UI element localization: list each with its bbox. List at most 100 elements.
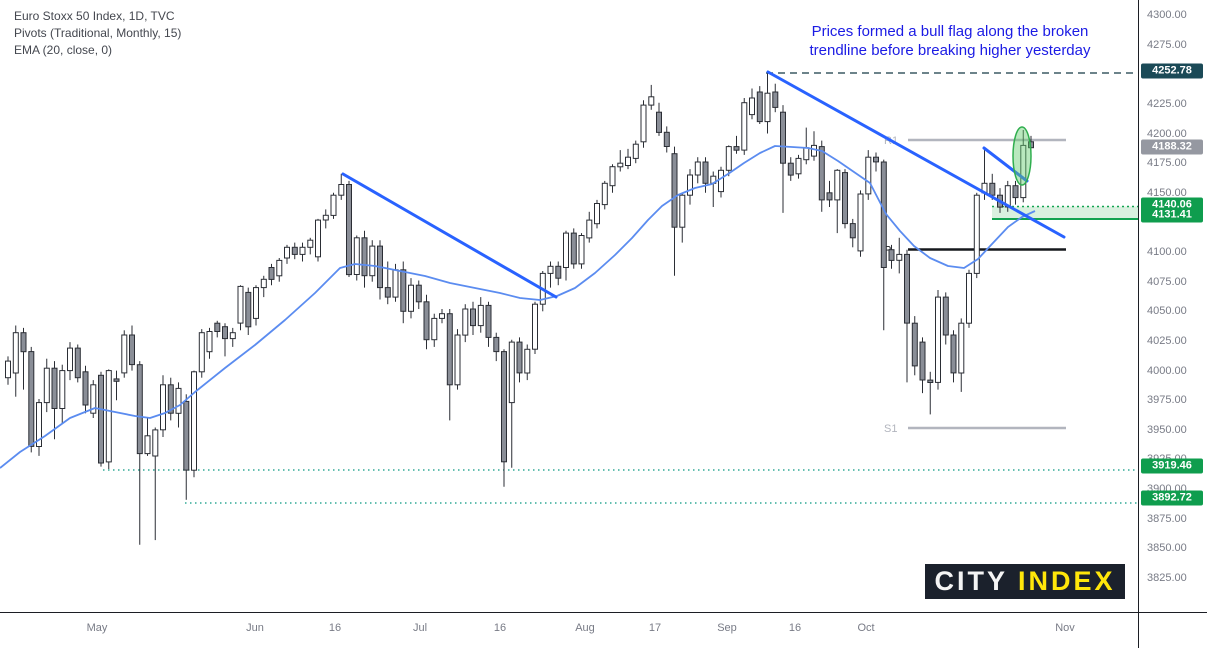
price-tick-label: 3825.00 bbox=[1147, 572, 1187, 585]
candle bbox=[361, 230, 368, 288]
candle bbox=[346, 180, 352, 277]
candle bbox=[136, 361, 143, 545]
candle bbox=[214, 320, 221, 338]
price-tick-label: 4200.00 bbox=[1147, 127, 1187, 140]
price-tick-label: 4075.00 bbox=[1147, 275, 1187, 288]
price-tick-label: 3875.00 bbox=[1147, 512, 1187, 525]
candle bbox=[594, 199, 600, 229]
price-tick-label: 4050.00 bbox=[1147, 305, 1187, 318]
candle bbox=[493, 332, 500, 362]
candle bbox=[105, 369, 112, 469]
candle bbox=[408, 278, 414, 319]
candle bbox=[586, 211, 593, 243]
candle bbox=[307, 237, 314, 255]
pivot-label-s1: S1 bbox=[884, 423, 897, 435]
pivot-label-p: P bbox=[884, 245, 891, 257]
price-tick-label: 4225.00 bbox=[1147, 97, 1187, 110]
candle bbox=[1020, 130, 1027, 203]
time-tick-label: May bbox=[86, 622, 108, 634]
price-tick-label: 4300.00 bbox=[1147, 9, 1187, 21]
candle bbox=[198, 329, 205, 378]
candle bbox=[547, 261, 554, 288]
price-badge: 3919.46 bbox=[1141, 458, 1203, 474]
candle bbox=[191, 370, 197, 478]
candle bbox=[12, 325, 19, 397]
time-tick-label: Oct bbox=[857, 622, 875, 634]
candle bbox=[764, 70, 771, 134]
candle bbox=[43, 358, 50, 413]
city-index-logo: CITY INDEX bbox=[925, 564, 1125, 599]
candle bbox=[935, 290, 941, 390]
candle bbox=[880, 159, 887, 331]
time-tick-label: 17 bbox=[648, 622, 662, 634]
candle bbox=[632, 140, 639, 164]
candle bbox=[640, 100, 647, 148]
candle bbox=[322, 209, 329, 229]
legend-symbol: Euro Stoxx 50 Index, 1D, TVC bbox=[14, 9, 175, 23]
candle bbox=[299, 242, 306, 262]
candle bbox=[82, 365, 89, 414]
price-axis[interactable]: 4300.00 4275.00 4225.00 4200.00 4175.00 4150.… bbox=[1138, 0, 1207, 612]
candle bbox=[617, 150, 624, 172]
time-tick-label: Sep bbox=[717, 622, 737, 634]
time-tick-label: 16 bbox=[493, 622, 507, 634]
candle bbox=[725, 145, 732, 177]
candle bbox=[694, 157, 701, 184]
candle bbox=[555, 261, 562, 286]
candle bbox=[5, 356, 11, 385]
time-tick-label: 16 bbox=[788, 622, 802, 634]
candle bbox=[927, 371, 934, 415]
candle bbox=[756, 86, 763, 124]
candle bbox=[508, 339, 515, 468]
candle bbox=[454, 329, 461, 390]
time-tick-label: Aug bbox=[575, 622, 595, 634]
candle bbox=[942, 292, 949, 345]
candle bbox=[74, 344, 81, 383]
candle bbox=[90, 380, 97, 418]
candle bbox=[315, 218, 321, 262]
price-tick-label: 4000.00 bbox=[1147, 364, 1187, 377]
chart-pane[interactable]: R1PS1 bbox=[0, 0, 1138, 612]
candle bbox=[733, 135, 740, 154]
candle bbox=[671, 146, 678, 276]
candle bbox=[811, 131, 817, 161]
candle bbox=[950, 330, 957, 383]
candle bbox=[67, 342, 73, 381]
candle bbox=[578, 233, 585, 269]
chart-canvas: R1PS1 bbox=[0, 70, 1138, 545]
trendline-2 bbox=[766, 70, 1066, 239]
candle bbox=[121, 330, 128, 378]
candle bbox=[144, 418, 151, 456]
candle bbox=[152, 427, 159, 541]
candle bbox=[803, 127, 810, 165]
candle bbox=[888, 244, 895, 269]
legend-pivots-indicator: Pivots (Traditional, Monthly, 15) bbox=[14, 26, 182, 40]
candle bbox=[873, 152, 879, 172]
price-tick-label: 4150.00 bbox=[1147, 186, 1187, 199]
candle bbox=[842, 169, 848, 229]
price-badge: 4131.41 bbox=[1141, 207, 1203, 223]
candle bbox=[973, 192, 980, 279]
price-tick-label: 4025.00 bbox=[1147, 334, 1187, 347]
ema-line bbox=[0, 145, 1036, 469]
candle bbox=[679, 192, 686, 243]
candle bbox=[818, 140, 825, 212]
candle bbox=[834, 169, 841, 234]
chart-legend: Euro Stoxx 50 Index, 1D, TVC Pivots (Tra… bbox=[14, 8, 181, 59]
candle bbox=[795, 154, 802, 179]
price-tick-label: 3975.00 bbox=[1147, 394, 1187, 407]
candle bbox=[609, 164, 616, 193]
candle bbox=[741, 98, 748, 155]
candle bbox=[563, 230, 569, 281]
time-axis[interactable]: May Jun 16 Jul 16 Aug 17 Sep 16 Oct Nov bbox=[0, 612, 1207, 648]
candle bbox=[446, 309, 453, 421]
candle bbox=[919, 337, 926, 394]
price-tick-label: 4175.00 bbox=[1147, 157, 1187, 170]
candle bbox=[516, 337, 523, 383]
candle bbox=[51, 361, 58, 440]
candle bbox=[59, 364, 66, 424]
candle bbox=[268, 263, 275, 286]
candlestick-series bbox=[5, 70, 1034, 545]
candle bbox=[702, 157, 709, 193]
price-tick-label: 4100.00 bbox=[1147, 246, 1187, 259]
